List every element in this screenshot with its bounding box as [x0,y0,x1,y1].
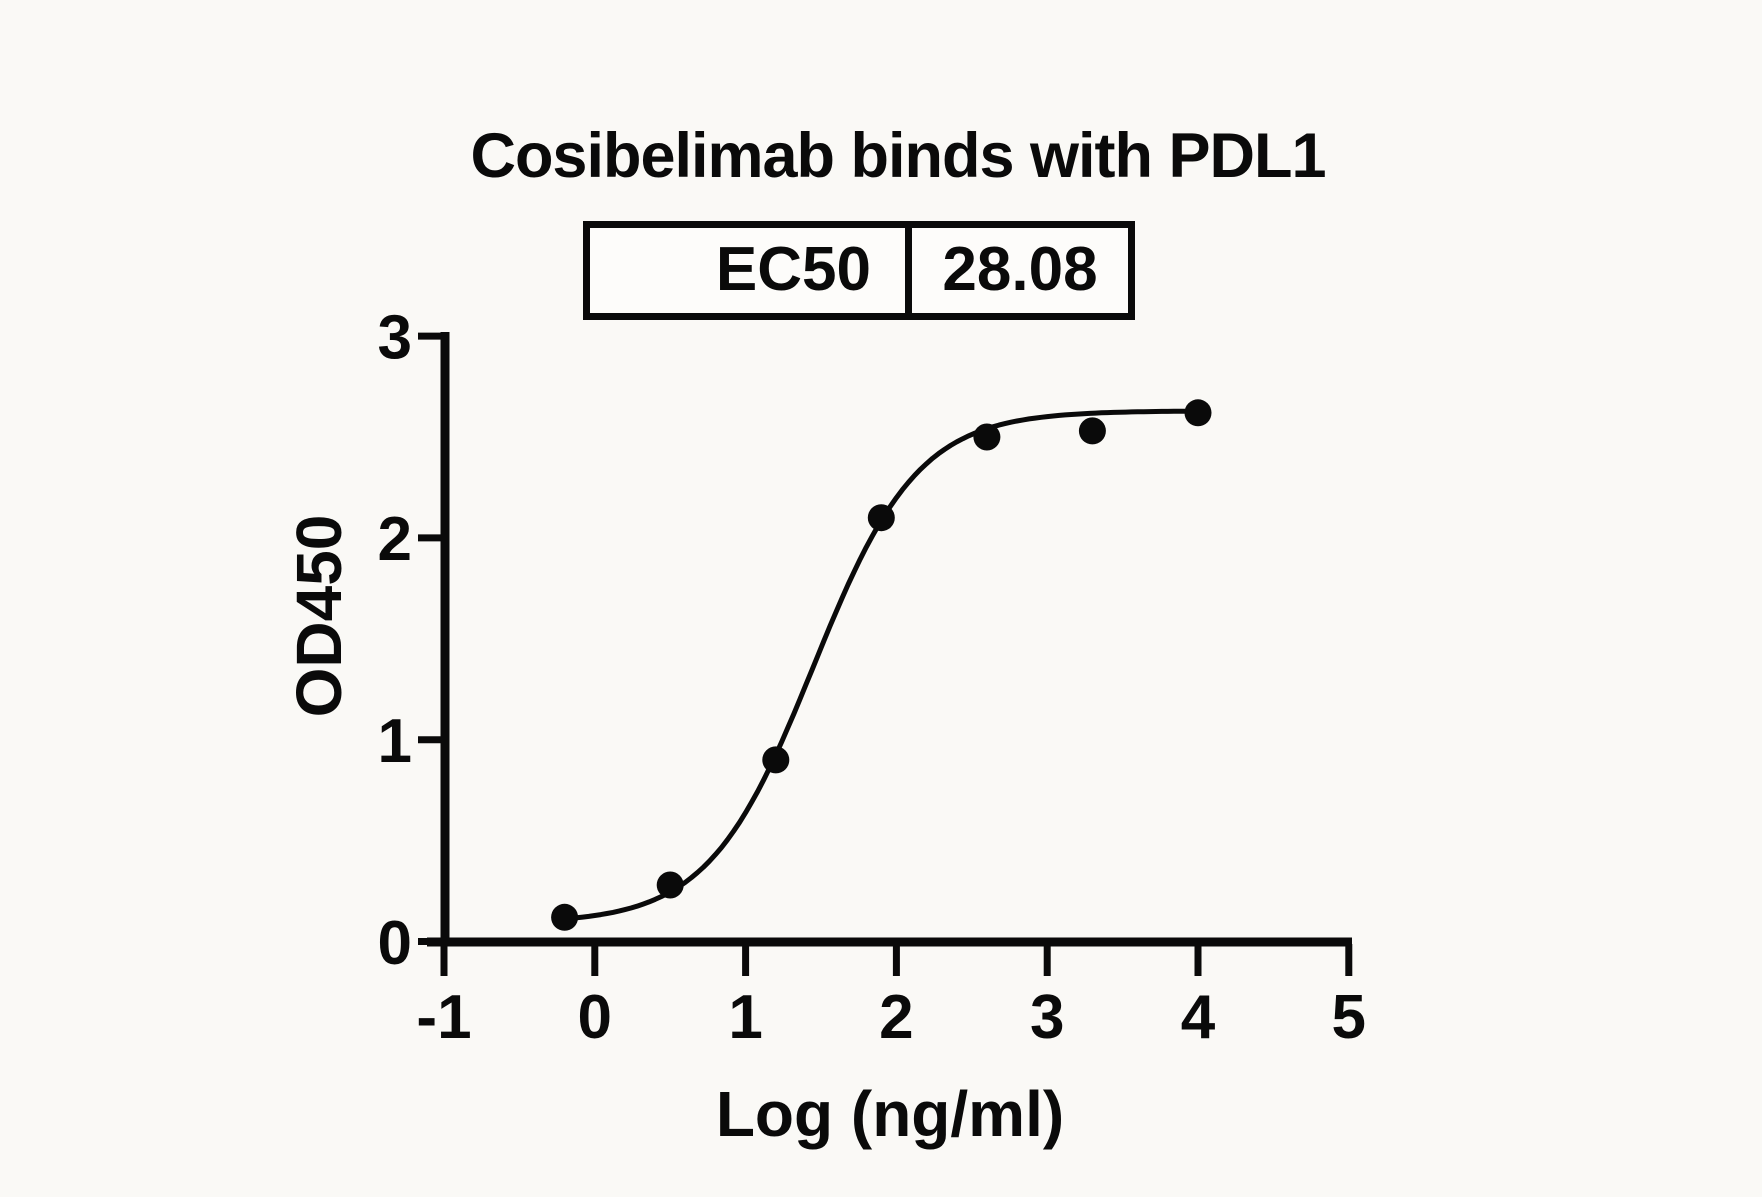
y-tick-label: 1 [378,707,412,776]
x-tick-label: 3 [1030,983,1064,1052]
data-point [973,423,1001,451]
data-point [762,746,790,774]
y-tick-label: 2 [378,505,412,574]
data-point [867,504,895,532]
x-axis-title: Log (ng/ml) [716,1078,1064,1150]
x-tick-label: 4 [1181,983,1216,1052]
x-tick-label: 0 [578,983,612,1052]
data-point [1184,399,1212,427]
x-tick-label: 5 [1332,983,1366,1052]
y-tick-label: 0 [378,909,412,978]
x-tick-label: 2 [879,983,913,1052]
y-tick-label: 3 [378,303,412,372]
data-point [551,903,579,931]
ec50-value-cell: 28.08 [942,235,1098,304]
data-point [1078,417,1106,445]
chart-title: Cosibelimab binds with PDL1 [470,121,1326,191]
x-tick-label: -1 [416,983,471,1052]
ec50-label-cell: EC50 [590,228,912,313]
data-point [656,871,684,899]
x-tick-label: 1 [728,983,762,1052]
fit-curve [562,408,1201,922]
y-axis-title: OD450 [283,515,355,718]
ec50-table: EC50 28.08 [583,221,1135,320]
